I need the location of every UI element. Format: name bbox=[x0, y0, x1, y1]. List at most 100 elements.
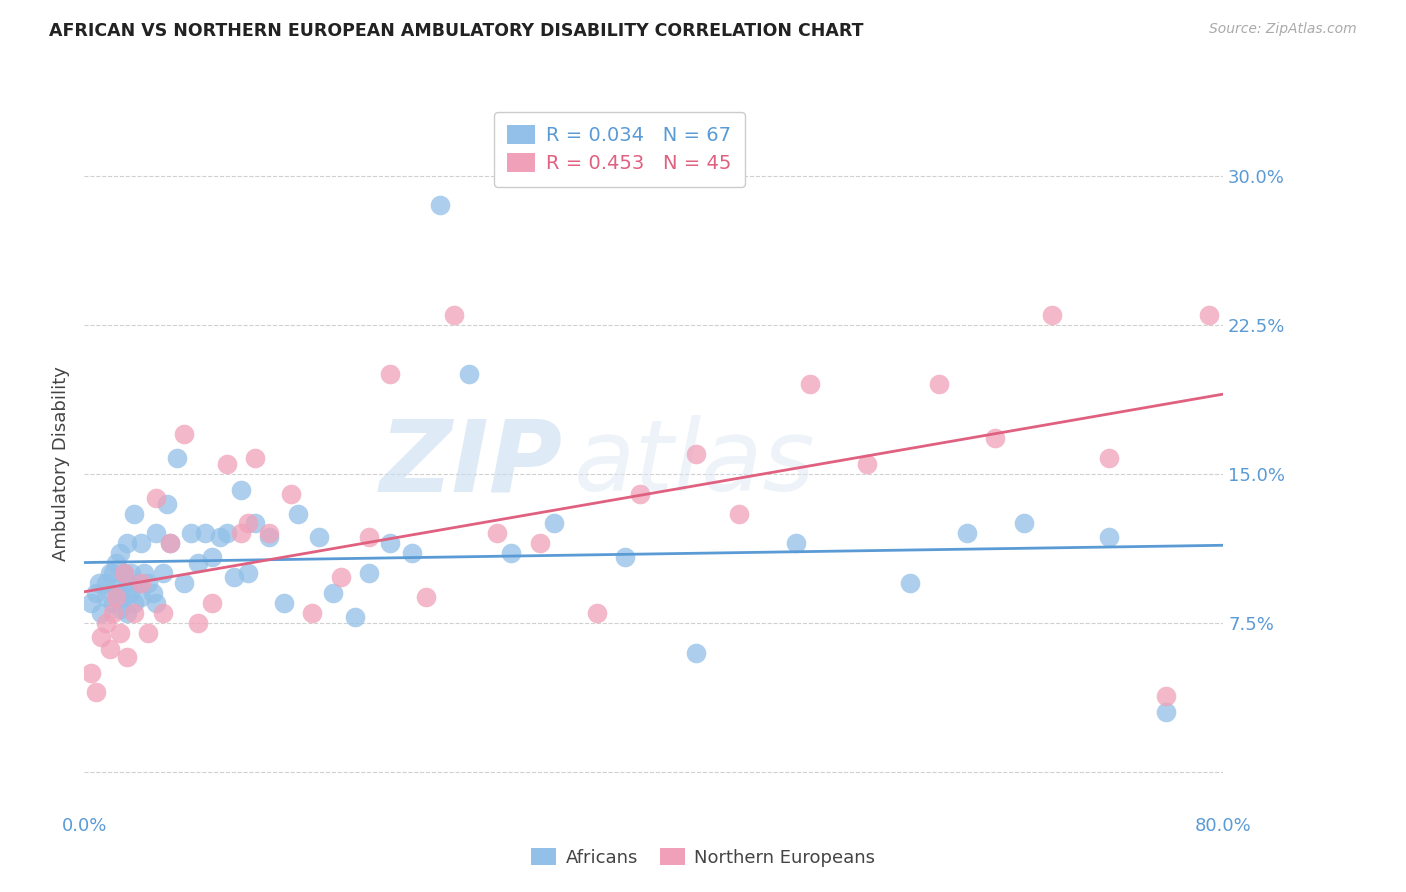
Point bbox=[586, 606, 609, 620]
Point bbox=[159, 536, 181, 550]
Point bbox=[152, 606, 174, 620]
Point bbox=[112, 566, 135, 581]
Point bbox=[138, 576, 160, 591]
Point bbox=[94, 615, 117, 630]
Point bbox=[122, 606, 145, 620]
Point bbox=[101, 566, 124, 581]
Point bbox=[173, 576, 195, 591]
Point bbox=[529, 536, 551, 550]
Point bbox=[131, 590, 153, 604]
Point bbox=[156, 497, 179, 511]
Point bbox=[115, 536, 138, 550]
Point bbox=[457, 368, 479, 382]
Point bbox=[94, 576, 117, 591]
Point bbox=[194, 526, 217, 541]
Point bbox=[80, 665, 103, 680]
Point bbox=[1156, 690, 1178, 704]
Point bbox=[236, 516, 259, 531]
Point bbox=[90, 606, 112, 620]
Text: Source: ZipAtlas.com: Source: ZipAtlas.com bbox=[1209, 22, 1357, 37]
Point bbox=[728, 507, 751, 521]
Point bbox=[245, 516, 267, 531]
Point bbox=[145, 596, 167, 610]
Point bbox=[245, 450, 267, 465]
Point bbox=[322, 586, 344, 600]
Point bbox=[280, 486, 302, 500]
Point bbox=[543, 516, 565, 531]
Point bbox=[1198, 308, 1220, 322]
Point bbox=[122, 507, 145, 521]
Point bbox=[443, 308, 465, 322]
Point bbox=[343, 610, 366, 624]
Point bbox=[131, 536, 153, 550]
Point bbox=[614, 550, 637, 565]
Point bbox=[785, 536, 807, 550]
Point bbox=[108, 546, 131, 560]
Point bbox=[287, 507, 309, 521]
Point bbox=[229, 483, 252, 497]
Point bbox=[236, 566, 259, 581]
Point bbox=[259, 526, 281, 541]
Point bbox=[108, 625, 131, 640]
Point bbox=[90, 630, 112, 644]
Point bbox=[187, 615, 209, 630]
Point bbox=[1098, 450, 1121, 465]
Text: ZIP: ZIP bbox=[380, 416, 562, 512]
Point bbox=[84, 685, 107, 699]
Point bbox=[501, 546, 523, 560]
Point bbox=[259, 530, 281, 544]
Point bbox=[145, 526, 167, 541]
Point bbox=[120, 566, 142, 581]
Point bbox=[685, 447, 707, 461]
Point bbox=[87, 576, 110, 591]
Point bbox=[359, 530, 381, 544]
Point bbox=[1042, 308, 1064, 322]
Point bbox=[956, 526, 979, 541]
Point bbox=[173, 427, 195, 442]
Point bbox=[415, 590, 437, 604]
Point bbox=[308, 530, 330, 544]
Point bbox=[856, 457, 879, 471]
Point bbox=[115, 649, 138, 664]
Point bbox=[94, 590, 117, 604]
Point bbox=[104, 556, 127, 570]
Legend: Africans, Northern Europeans: Africans, Northern Europeans bbox=[524, 841, 882, 874]
Point bbox=[115, 606, 138, 620]
Point bbox=[928, 377, 950, 392]
Point bbox=[104, 590, 127, 604]
Point bbox=[142, 586, 165, 600]
Point bbox=[101, 596, 124, 610]
Point bbox=[486, 526, 509, 541]
Point bbox=[1156, 706, 1178, 720]
Point bbox=[222, 570, 245, 584]
Point bbox=[273, 596, 295, 610]
Point bbox=[329, 570, 352, 584]
Text: AFRICAN VS NORTHERN EUROPEAN AMBULATORY DISABILITY CORRELATION CHART: AFRICAN VS NORTHERN EUROPEAN AMBULATORY … bbox=[49, 22, 863, 40]
Point bbox=[301, 606, 323, 620]
Point bbox=[799, 377, 821, 392]
Point bbox=[118, 586, 141, 600]
Point bbox=[145, 491, 167, 505]
Point bbox=[159, 536, 181, 550]
Point bbox=[122, 596, 145, 610]
Text: atlas: atlas bbox=[574, 416, 815, 512]
Point bbox=[134, 566, 156, 581]
Point bbox=[112, 566, 135, 581]
Point bbox=[984, 431, 1007, 445]
Point bbox=[359, 566, 381, 581]
Point bbox=[80, 596, 103, 610]
Point bbox=[112, 590, 135, 604]
Point bbox=[187, 556, 209, 570]
Point bbox=[98, 641, 121, 656]
Point bbox=[1012, 516, 1035, 531]
Point bbox=[401, 546, 423, 560]
Point bbox=[131, 576, 153, 591]
Point bbox=[201, 550, 224, 565]
Point bbox=[215, 457, 238, 471]
Y-axis label: Ambulatory Disability: Ambulatory Disability bbox=[52, 367, 70, 561]
Point bbox=[1098, 530, 1121, 544]
Point bbox=[180, 526, 202, 541]
Point bbox=[108, 602, 131, 616]
Point bbox=[108, 586, 131, 600]
Point bbox=[201, 596, 224, 610]
